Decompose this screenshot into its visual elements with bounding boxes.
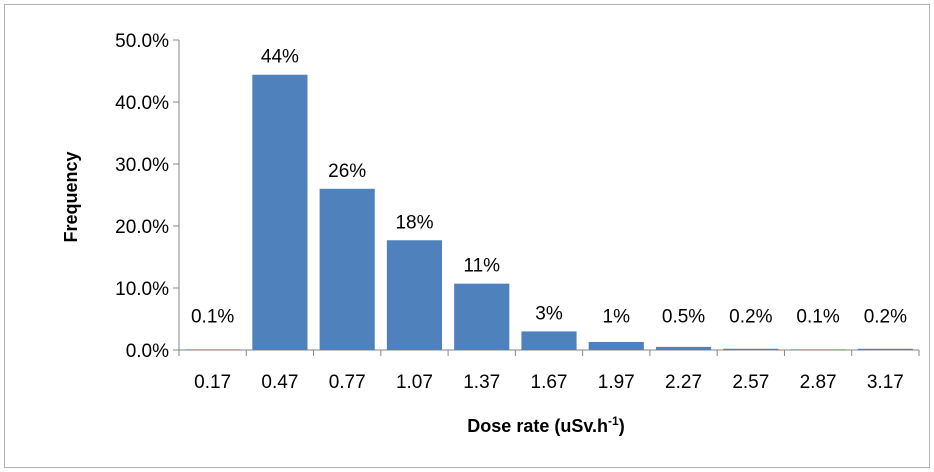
x-axis-title-superscript: -1 — [608, 414, 619, 428]
bar — [655, 346, 712, 350]
x-tick-label: 1.07 — [396, 372, 433, 393]
data-label: 1% — [603, 307, 631, 328]
x-tick-label: 2.57 — [732, 372, 769, 393]
x-axis-title: Dose rate (uSv.h-1) — [467, 414, 624, 436]
y-tick-label: 0.0% — [126, 341, 169, 362]
x-tick-label: 0.17 — [194, 372, 231, 393]
data-label: 0.5% — [662, 307, 705, 328]
data-label: 3% — [535, 303, 563, 324]
y-tick-label: 50.0% — [115, 31, 169, 52]
x-tick-label: 2.87 — [800, 372, 837, 393]
bar — [386, 240, 443, 350]
x-axis-title-end: ) — [619, 416, 625, 436]
data-label: 0.2% — [864, 307, 907, 328]
x-tick-label: 3.17 — [867, 372, 904, 393]
data-label: 11% — [463, 256, 500, 277]
x-axis-title-main: Dose rate (uSv.h — [467, 416, 608, 436]
x-axis: 0.17 0.47 0.77 1.07 1.37 1.67 1.97 2.27 2.57 2.87… — [178, 349, 920, 393]
x-tick-label: 0.47 — [261, 372, 298, 393]
data-label: 0.1% — [796, 307, 839, 328]
y-axis-title: Frequency — [61, 151, 81, 242]
x-tick-label: 2.27 — [665, 372, 702, 393]
x-tick-label: 1.67 — [531, 372, 568, 393]
y-tick-label: 30.0% — [115, 155, 169, 176]
y-tick-label: 20.0% — [115, 217, 169, 238]
bars — [185, 74, 913, 350]
y-axis: 0.0% 10.0% 20.0% 30.0% 40.0% 50.0% — [115, 31, 180, 362]
y-tick-label: 10.0% — [115, 279, 169, 300]
bar — [319, 188, 375, 350]
data-label: 0.2% — [729, 307, 772, 328]
bar — [723, 348, 779, 350]
data-labels: 0.1% 44% 26% 18% 11% 3% 1% 0.5% 0.2% 0.1% 0.2% — [191, 47, 907, 328]
x-tick-label: 0.77 — [329, 372, 366, 393]
bar — [185, 349, 241, 350]
x-tick-label: 1.97 — [598, 372, 635, 393]
bar — [454, 283, 510, 350]
bar — [857, 348, 913, 350]
data-label: 26% — [328, 161, 366, 182]
bar-chart: 0.0%10.0%20.0%30.0%40.0%50.0% 0.17 0.47 0.… — [61, 31, 920, 436]
x-tick-label: 1.37 — [463, 372, 500, 393]
bar — [588, 341, 644, 350]
bar — [521, 331, 577, 350]
data-label: 44% — [261, 47, 299, 68]
bar — [790, 349, 846, 350]
data-label: 0.1% — [191, 307, 234, 328]
data-label: 18% — [395, 212, 433, 233]
chart-frame: 0.0% 10.0% 20.0% 30.0% 40.0% 50.0% 0.17 0.47 0.… — [4, 4, 930, 468]
bar — [252, 74, 308, 350]
y-tick-label: 40.0% — [115, 93, 169, 114]
